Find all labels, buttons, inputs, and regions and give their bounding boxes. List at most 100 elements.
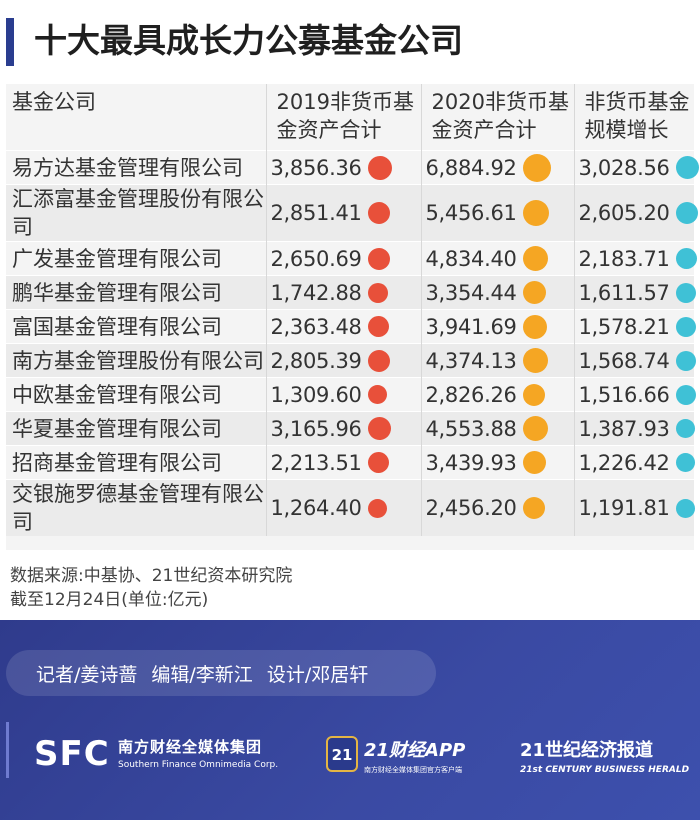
value-growth-dot (675, 156, 699, 179)
value-growth-cell: 1,516.66 (573, 377, 696, 412)
value-2019-dot (367, 247, 390, 270)
value-2020: 4,374.13 (425, 348, 517, 373)
value-2020-cell: 3,941.69 (420, 309, 574, 344)
value-2019-cell: 2,805.39 (265, 343, 421, 378)
value-2020-dot (522, 383, 545, 406)
reporter-credit: 记者/姜诗蔷 (36, 663, 138, 686)
value-2019: 2,363.48 (270, 314, 362, 339)
value-2020: 2,826.26 (425, 382, 517, 407)
value-growth: 1,568.74 (578, 348, 670, 373)
value-growth-cell: 1,226.42 (573, 445, 695, 480)
value-2019-dot (367, 282, 388, 303)
value-2020-cell: 2,826.26 (420, 377, 574, 412)
table-row: 交银施罗德基金管理有限公司 1,264.40 2,456.20 1,191.81 (6, 479, 695, 536)
herald-brand: 21世纪经济报道 21st CENTURY BUSINESS HERALD (520, 736, 689, 775)
value-2019-dot (367, 498, 387, 518)
app-name: 21财经APP (364, 740, 466, 761)
company-name: 易方达基金管理有限公司 (12, 155, 243, 180)
value-growth-dot (675, 202, 698, 224)
value-growth-dot (675, 384, 696, 405)
value-2019-cell: 1,264.40 (265, 479, 421, 536)
value-growth-cell: 1,387.93 (573, 411, 695, 446)
app-subtitle: 南方财经全媒体集团官方客户端 (364, 766, 462, 774)
company-name: 汇添富基金管理股份有限公司 (12, 187, 264, 239)
value-2020-cell: 4,834.40 (420, 241, 574, 276)
source-text: 数据来源:中基协、21世纪资本研究院 (10, 566, 293, 586)
fund-table-container: 基金公司 2019非货币基金资产合计 2020非货币基金资产合计 非货币基金规模… (6, 84, 699, 550)
credits-pill: 记者/姜诗蔷 编辑/李新江 设计/邓居轩 (6, 650, 436, 696)
table-row: 鹏华基金管理有限公司 1,742.88 3,354.44 1,611.57 (6, 275, 696, 310)
value-2019-cell: 1,742.88 (265, 275, 421, 310)
value-2019-dot (367, 202, 390, 224)
value-growth-cell: 1,568.74 (573, 343, 696, 378)
value-2019-dot (367, 452, 389, 473)
value-growth: 2,605.20 (578, 201, 670, 225)
value-2019-dot (367, 316, 389, 337)
value-growth: 1,578.21 (578, 314, 670, 339)
value-2020-cell: 5,456.61 (420, 184, 574, 242)
sfc-logo: SFC (34, 734, 110, 774)
app-brand: 21财经APP 南方财经全媒体集团官方客户端 (364, 736, 465, 775)
sfc-name-en: Southern Finance Omnimedia Corp. (118, 760, 279, 770)
title-accent-bar (6, 18, 14, 66)
company-name: 交银施罗德基金管理有限公司 (12, 482, 264, 534)
value-growth-cell: 1,191.81 (573, 479, 695, 536)
date-unit-text: 截至12月24日(单位:亿元) (10, 590, 209, 610)
editor-credit: 编辑/李新江 (151, 663, 253, 686)
value-growth-dot (675, 419, 695, 438)
value-growth-dot (675, 350, 696, 371)
company-name: 南方基金管理股份有限公司 (12, 348, 264, 373)
value-growth-cell: 2,605.20 (573, 184, 698, 242)
footer-accent-line (6, 722, 9, 778)
sfc-name-cn: 南方财经全媒体集团 (118, 738, 263, 756)
value-2019: 3,165.96 (270, 416, 362, 441)
value-2019: 1,264.40 (270, 496, 362, 520)
value-2019: 2,805.39 (270, 348, 362, 373)
table-row: 广发基金管理有限公司 2,650.69 4,834.40 2,183.71 (6, 241, 697, 276)
table-row: 华夏基金管理有限公司 3,165.96 4,553.88 1,387.93 (6, 411, 695, 446)
value-growth: 1,611.57 (578, 280, 670, 305)
value-growth: 1,516.66 (578, 382, 670, 407)
herald-name-cn: 21世纪经济报道 (520, 740, 654, 761)
value-growth-cell: 1,578.21 (573, 309, 696, 344)
value-growth-dot (675, 453, 695, 472)
value-2020-dot (522, 200, 549, 226)
value-2020-cell: 4,553.88 (420, 411, 574, 446)
table-row: 南方基金管理股份有限公司 2,805.39 4,374.13 1,568.74 (6, 343, 696, 378)
value-2019-cell: 2,363.48 (265, 309, 421, 344)
value-2020-dot (522, 497, 545, 519)
table-row: 富国基金管理有限公司 2,363.48 3,941.69 1,578.21 (6, 309, 696, 344)
designer-credit: 设计/邓居轩 (266, 663, 369, 686)
header-2020: 2020非货币基金资产合计 (420, 84, 574, 151)
value-growth-dot (675, 282, 696, 303)
header-2019: 2019非货币基金资产合计 (265, 84, 421, 151)
value-2019: 3,856.36 (270, 155, 362, 180)
value-2020: 6,884.92 (425, 155, 517, 180)
table-header-row: 基金公司 2019非货币基金资产合计 2020非货币基金资产合计 非货币基金规模… (6, 84, 694, 151)
app-logo-icon: 21 (326, 736, 358, 772)
company-name: 招商基金管理有限公司 (12, 450, 222, 475)
company-name: 鹏华基金管理有限公司 (12, 280, 222, 305)
value-growth-cell: 1,611.57 (573, 275, 696, 310)
value-growth-dot (675, 316, 696, 337)
value-2019-cell: 2,650.69 (265, 241, 421, 276)
value-2020-cell: 3,439.93 (420, 445, 574, 480)
value-2019-cell: 1,309.60 (265, 377, 421, 412)
value-2020-dot (522, 451, 546, 474)
table-row: 招商基金管理有限公司 2,213.51 3,439.93 1,226.42 (6, 445, 695, 480)
value-2020: 4,834.40 (425, 246, 517, 271)
fund-table: 基金公司 2019非货币基金资产合计 2020非货币基金资产合计 非货币基金规模… (6, 84, 699, 536)
value-2020: 3,439.93 (425, 450, 517, 475)
value-2019-dot (367, 385, 387, 404)
sfc-brand: 南方财经全媒体集团 Southern Finance Omnimedia Cor… (118, 736, 278, 770)
value-2019: 1,742.88 (270, 280, 362, 305)
value-growth-dot (675, 498, 695, 518)
value-2020: 4,553.88 (425, 416, 517, 441)
value-2019-dot (367, 155, 392, 180)
value-2019: 2,650.69 (270, 246, 362, 271)
value-growth: 2,183.71 (578, 246, 670, 271)
value-2019-cell: 2,213.51 (265, 445, 421, 480)
value-2019: 1,309.60 (270, 382, 362, 407)
table-row: 易方达基金管理有限公司 3,856.36 6,884.92 3,028.56 (6, 150, 699, 185)
value-growth: 1,226.42 (578, 450, 670, 475)
